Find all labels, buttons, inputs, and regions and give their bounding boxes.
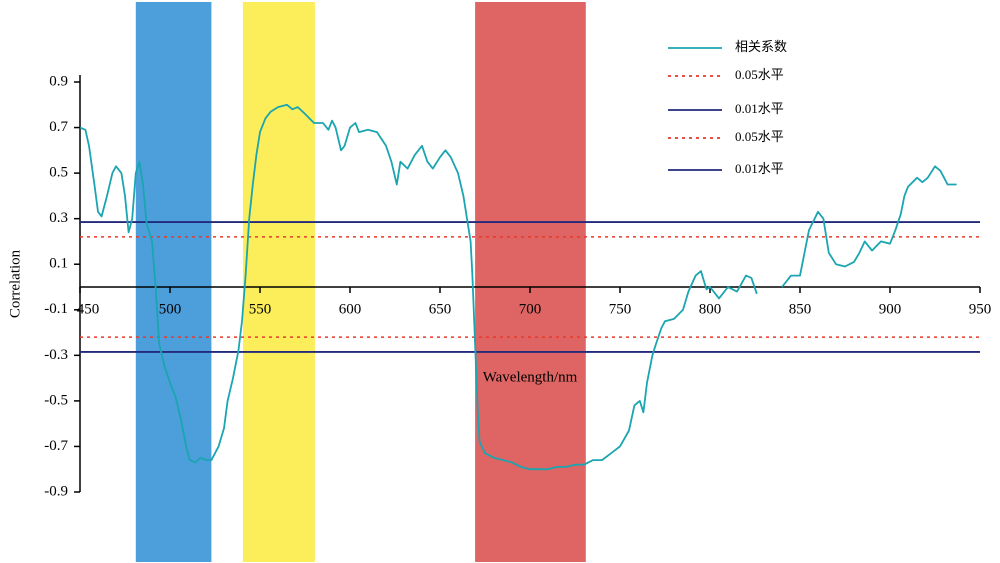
x-tick-label: 650 <box>429 301 452 317</box>
legend-label: 0.01水平 <box>735 101 784 116</box>
legend-label: 0.05水平 <box>735 67 784 82</box>
x-tick-label: 500 <box>159 301 182 317</box>
x-axis-label: Wavelength/nm <box>483 369 578 385</box>
legend-label: 相关系数 <box>735 39 787 54</box>
highlight-band <box>242 2 315 562</box>
data-line <box>79 103 957 471</box>
highlight-band <box>135 2 212 562</box>
x-tick-label: 700 <box>519 301 542 317</box>
x-tick-label: 750 <box>609 301 632 317</box>
y-tick-label: 0.5 <box>49 165 68 181</box>
x-tick-label: 550 <box>249 301 272 317</box>
y-tick-label: 0.3 <box>49 210 68 226</box>
x-tick-label: 850 <box>789 301 812 317</box>
y-tick-label: 0.9 <box>49 73 68 89</box>
y-tick-label: -0.1 <box>44 301 68 317</box>
legend-label: 0.05水平 <box>735 129 784 144</box>
y-tick-label: -0.5 <box>44 392 68 408</box>
x-tick-label: 600 <box>339 301 362 317</box>
x-tick-label: 450 <box>77 301 100 317</box>
y-tick-label: 0.1 <box>49 256 68 272</box>
legend-label: 0.01水平 <box>735 161 784 176</box>
y-axis-label: Correlation <box>7 249 23 318</box>
y-tick-label: -0.3 <box>44 347 68 363</box>
highlight-band <box>475 2 586 562</box>
x-tick-label: 950 <box>969 301 992 317</box>
bands <box>135 2 586 562</box>
y-tick-label: -0.7 <box>44 438 68 454</box>
y-tick-label: -0.9 <box>44 483 68 499</box>
x-tick-label: 800 <box>699 301 722 317</box>
x-tick-label: 900 <box>879 301 902 317</box>
y-tick-label: 0.7 <box>49 119 68 135</box>
